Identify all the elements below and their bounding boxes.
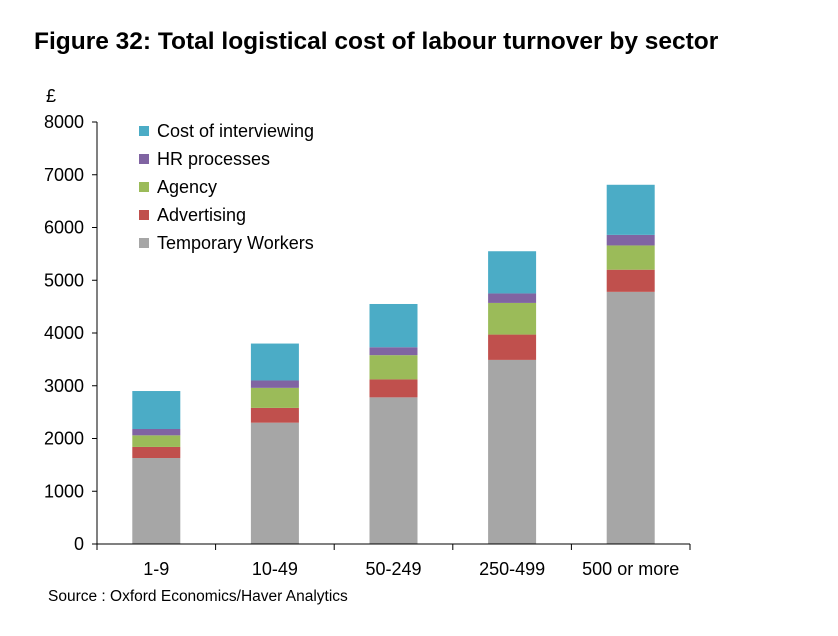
y-tick-label: 6000 bbox=[44, 218, 84, 238]
bar-segment-hr-processes bbox=[250, 380, 299, 388]
bar-segment-cost-of-interviewing bbox=[606, 184, 655, 235]
legend-label: Temporary Workers bbox=[157, 233, 314, 253]
bar-segment-advertising bbox=[132, 446, 181, 459]
bar-segment-agency bbox=[132, 435, 181, 447]
y-tick-label: 2000 bbox=[44, 429, 84, 449]
y-tick-label: 7000 bbox=[44, 165, 84, 185]
legend: Cost of interviewing HR processes Agency Ad… bbox=[139, 121, 314, 253]
bars bbox=[132, 184, 655, 544]
legend-swatch bbox=[139, 126, 149, 136]
bar-segment-temporary-workers bbox=[488, 359, 537, 544]
legend-swatch bbox=[139, 154, 149, 164]
legend-label: Advertising bbox=[157, 205, 246, 225]
bar-segment-temporary-workers bbox=[606, 291, 655, 544]
y-tick-label: 3000 bbox=[44, 376, 84, 396]
x-tick-label: 10-49 bbox=[252, 559, 298, 579]
legend-swatch bbox=[139, 182, 149, 192]
x-tick-label: 50-249 bbox=[365, 559, 421, 579]
axes bbox=[96, 122, 691, 550]
legend-label: Agency bbox=[157, 177, 217, 197]
bar-segment-advertising bbox=[369, 379, 418, 398]
x-tick-label: 1-9 bbox=[143, 559, 169, 579]
bar-segment-agency bbox=[606, 245, 655, 270]
bar-segment-temporary-workers bbox=[250, 422, 299, 544]
y-axis-ticks: 0 1000 2000 3000 4000 5000 6000 7000 8000 bbox=[44, 112, 97, 554]
bar-segment-temporary-workers bbox=[369, 397, 418, 544]
x-axis-ticks: 1-9 10-49 50-249 250-499 500 or more bbox=[143, 559, 679, 579]
bar-segment-advertising bbox=[488, 334, 537, 360]
source-note: Source : Oxford Economics/Haver Analytic… bbox=[48, 588, 348, 605]
y-tick-label: 4000 bbox=[44, 323, 84, 343]
legend-label: Cost of interviewing bbox=[157, 121, 314, 141]
bar-segment-cost-of-interviewing bbox=[488, 251, 537, 294]
bar-segment-cost-of-interviewing bbox=[132, 391, 181, 430]
bar-segment-advertising bbox=[250, 407, 299, 423]
bar-segment-hr-processes bbox=[369, 347, 418, 356]
y-axis-label: £ bbox=[46, 86, 56, 106]
bar-segment-hr-processes bbox=[606, 234, 655, 246]
bar-segment-agency bbox=[250, 387, 299, 408]
bar-segment-hr-processes bbox=[132, 429, 181, 436]
bar-segment-agency bbox=[369, 355, 418, 380]
legend-swatch bbox=[139, 210, 149, 220]
bar-segment-advertising bbox=[606, 269, 655, 292]
bar-segment-hr-processes bbox=[488, 293, 537, 303]
x-tick-label: 250-499 bbox=[479, 559, 545, 579]
chart-title: Figure 32: Total logistical cost of labo… bbox=[34, 28, 719, 55]
y-tick-label: 0 bbox=[74, 534, 84, 554]
bar-segment-cost-of-interviewing bbox=[369, 303, 418, 348]
y-tick-label: 8000 bbox=[44, 112, 84, 132]
x-tick-label: 500 or more bbox=[582, 559, 679, 579]
bar-segment-cost-of-interviewing bbox=[250, 343, 299, 381]
legend-swatch bbox=[139, 238, 149, 248]
y-tick-label: 1000 bbox=[44, 481, 84, 501]
legend-label: HR processes bbox=[157, 149, 270, 169]
bar-segment-temporary-workers bbox=[132, 458, 181, 544]
y-tick-label: 5000 bbox=[44, 270, 84, 290]
bar-segment-agency bbox=[488, 302, 537, 335]
